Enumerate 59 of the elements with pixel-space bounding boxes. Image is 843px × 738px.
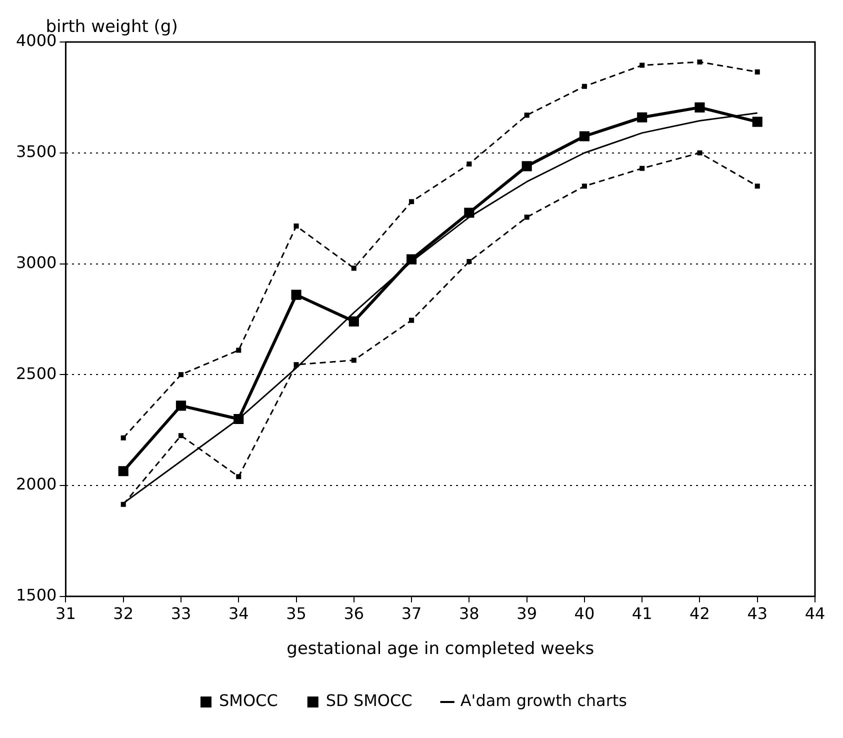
x-tick-label: 32 (113, 604, 134, 624)
point (120, 502, 126, 507)
point (120, 435, 126, 440)
point (640, 166, 645, 171)
point (291, 290, 302, 300)
y-tick-label: 2500 (16, 364, 57, 383)
legend-label: A'dam growth charts (460, 691, 628, 710)
point (464, 208, 474, 218)
y-tick-label: 3500 (16, 142, 57, 162)
point (294, 224, 299, 229)
point (178, 433, 184, 438)
point (752, 116, 762, 127)
point (236, 474, 242, 480)
point (697, 59, 702, 64)
y-tick-label: 1500 (16, 586, 57, 605)
point (522, 161, 532, 172)
x-tick-label: 36 (344, 604, 364, 624)
point (754, 69, 760, 74)
point (694, 102, 705, 112)
point (176, 400, 186, 411)
point (351, 266, 356, 271)
point (582, 184, 587, 189)
x-tick-label: 31 (56, 604, 76, 624)
x-tick-label: 43 (747, 604, 768, 624)
point (294, 362, 299, 368)
point (178, 372, 184, 378)
y-tick-label: 3000 (16, 252, 57, 272)
legend-label: SMOCC (218, 691, 278, 710)
point (466, 161, 472, 166)
x-tick-label: 39 (516, 604, 537, 624)
point (118, 466, 128, 476)
x-tick-label: 34 (228, 604, 249, 624)
point (754, 184, 760, 189)
point (582, 84, 587, 89)
y-tick-label: 2000 (16, 474, 57, 494)
x-tick-label: 35 (286, 604, 306, 624)
point (640, 62, 645, 68)
legend-label: SD SMOCC (326, 691, 412, 710)
x-tick-label: 40 (574, 604, 595, 624)
point (697, 150, 702, 156)
point (466, 259, 472, 264)
point (524, 112, 530, 118)
x-tick-label: 42 (690, 604, 710, 624)
point (637, 112, 648, 122)
point (236, 348, 242, 353)
x-axis-title: gestational age in completed weeks (286, 639, 594, 660)
point (409, 318, 414, 323)
point (406, 254, 417, 264)
point (351, 358, 356, 363)
point (234, 414, 244, 424)
point (524, 214, 530, 220)
point (579, 131, 590, 142)
x-tick-label: 44 (804, 604, 826, 624)
x-tick-label: 41 (632, 604, 652, 624)
x-tick-label: 33 (170, 604, 192, 624)
x-tick-label: 38 (459, 604, 480, 624)
point (348, 316, 359, 326)
point (409, 199, 414, 204)
x-tick-label: 37 (401, 604, 422, 624)
